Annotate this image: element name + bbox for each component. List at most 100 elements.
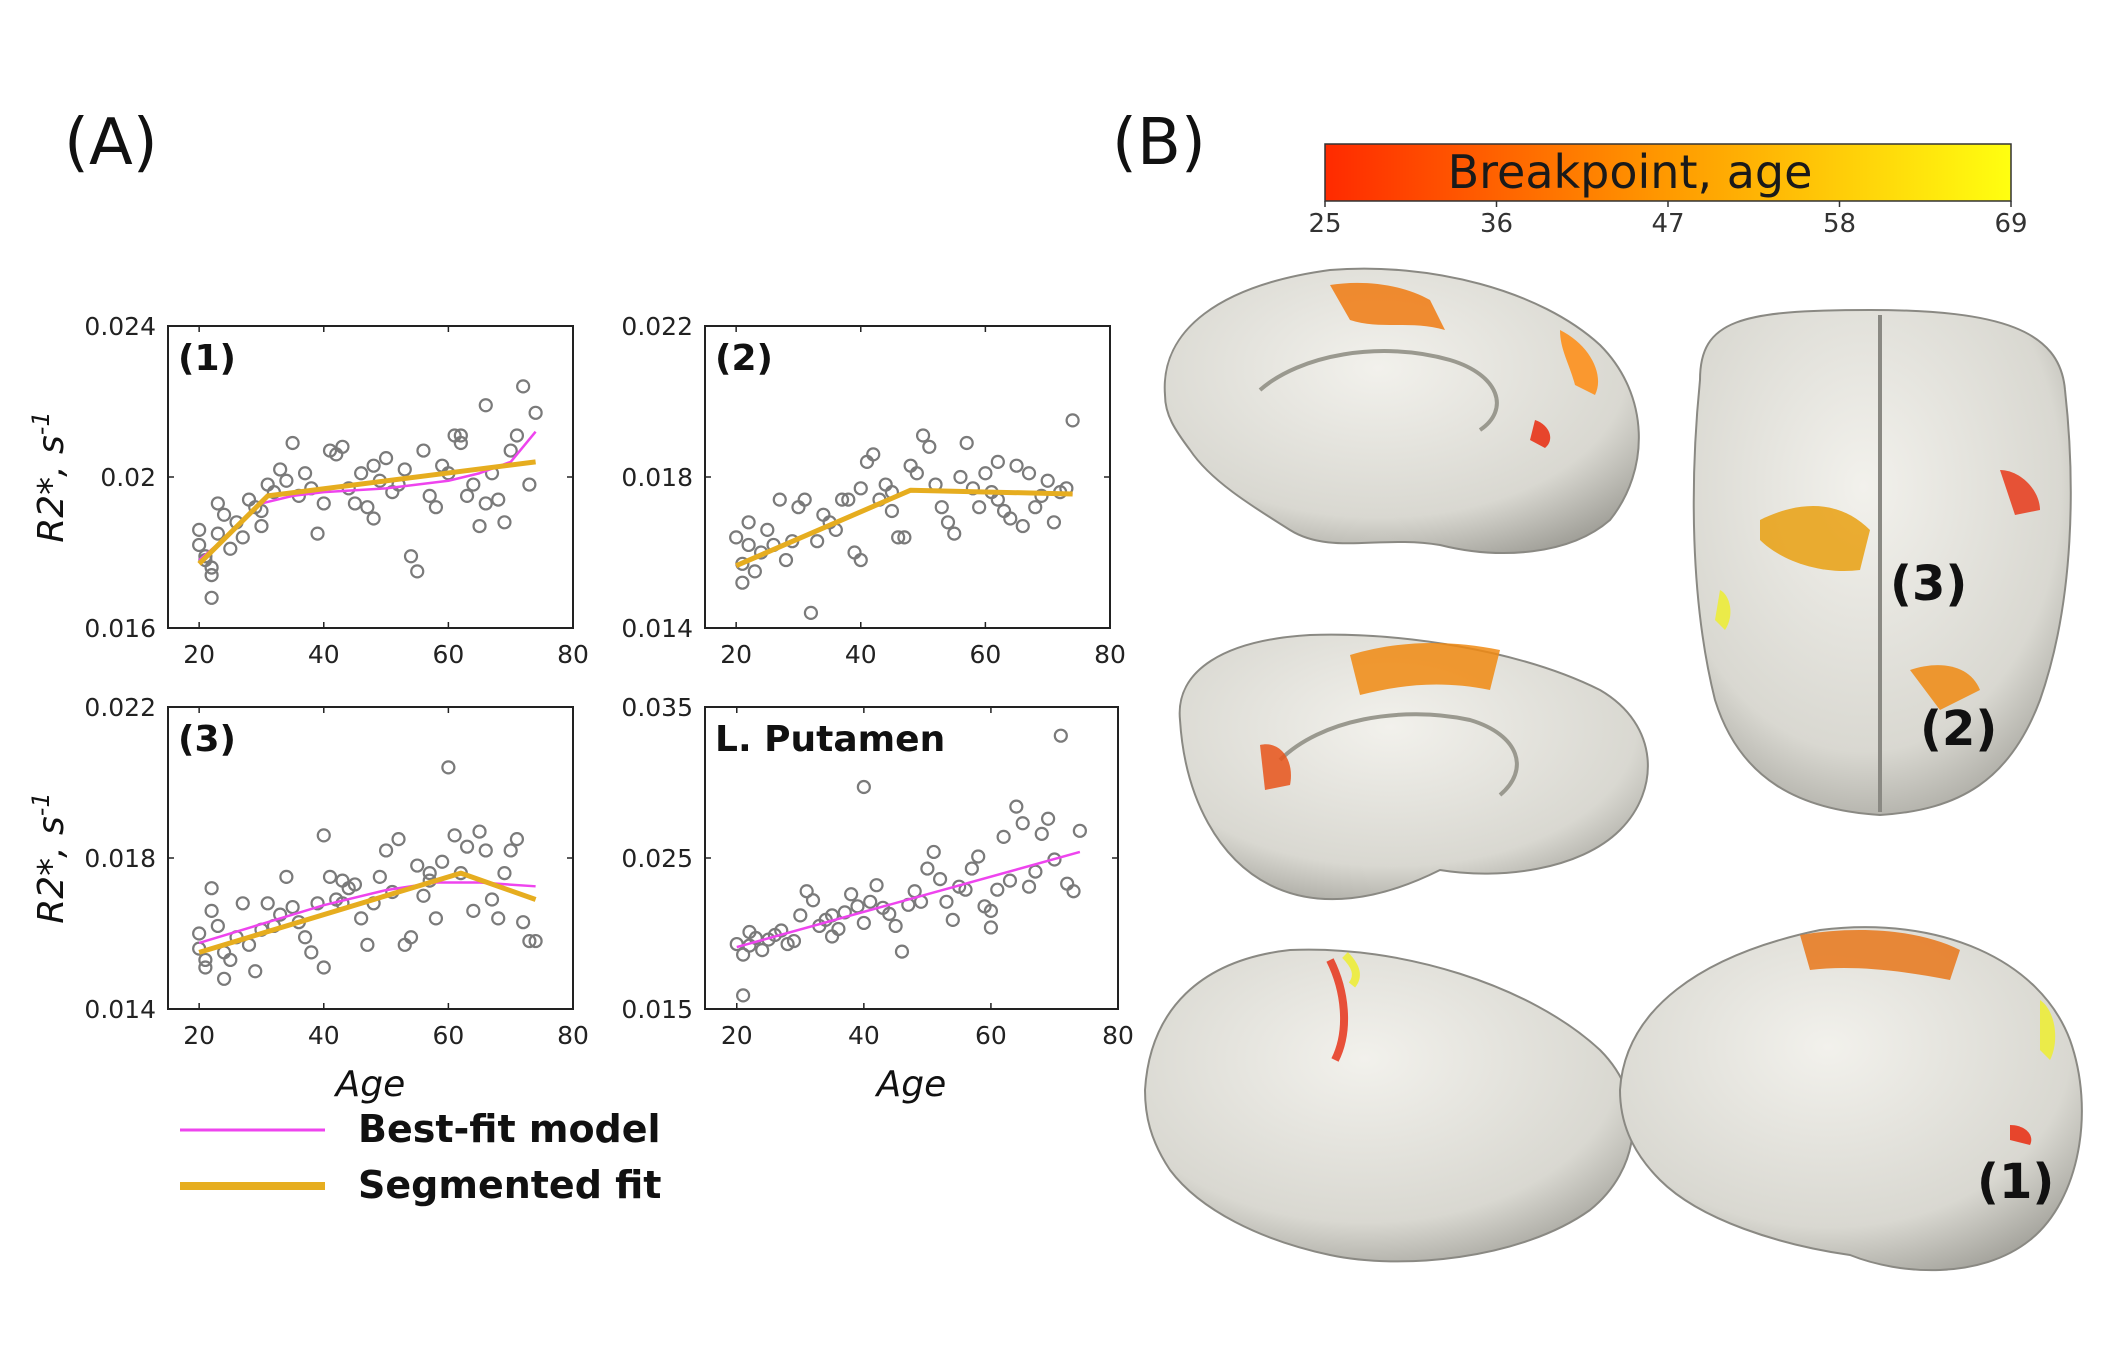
data-point — [192, 537, 207, 553]
data-point — [996, 829, 1011, 844]
data-point — [1002, 873, 1018, 888]
segmented-fit-line — [735, 487, 1073, 569]
data-point — [932, 872, 948, 887]
data-point — [1021, 466, 1037, 481]
data-point — [260, 896, 275, 911]
data-point — [372, 869, 387, 884]
data-point — [1003, 511, 1018, 526]
data-point — [347, 496, 363, 511]
data-point — [322, 869, 338, 884]
legend: Best-fit model Segmented fit — [180, 1107, 661, 1207]
scatter-plots: 20 40 60 80 0.016 0.02 0.024 (1) R2*, s-1 20 40 60 8… — [27, 312, 1134, 1105]
data-point — [947, 526, 962, 541]
data-point — [990, 454, 1005, 469]
panel-b-label: (B) — [1112, 106, 1206, 180]
data-point — [378, 451, 394, 466]
data-point — [204, 568, 219, 583]
data-point — [279, 869, 294, 884]
data-point — [453, 428, 468, 443]
data-point — [853, 481, 868, 496]
y-tick-label: 0.014 — [84, 995, 156, 1024]
data-point — [441, 760, 456, 775]
chart-panel-3: 20 40 60 80 0.014 0.018 0.022 (3) Age R2*, s-1 — [27, 693, 589, 1105]
data-point — [491, 911, 506, 926]
best-fit-line — [198, 881, 536, 945]
panel-a-label: (A) — [64, 106, 158, 180]
data-point — [204, 560, 219, 575]
data-point — [1040, 473, 1055, 488]
data-point — [316, 828, 331, 843]
x-tick-label: 80 — [1102, 1021, 1134, 1050]
chart-panel-1: 20 40 60 80 0.016 0.02 0.024 (1) R2*, s-1 — [27, 312, 589, 669]
data-point — [223, 952, 238, 968]
data-point — [316, 960, 331, 975]
data-point — [953, 469, 968, 485]
colorbar-tick-label: 25 — [1308, 209, 1341, 239]
brain-label-2: (2) — [1920, 701, 1997, 757]
data-point — [273, 462, 288, 477]
data-point — [1021, 879, 1037, 894]
colorbar-tick-label: 36 — [1480, 209, 1513, 239]
data-point — [354, 911, 369, 926]
data-point — [888, 918, 903, 934]
data-point — [285, 435, 300, 451]
data-point — [841, 492, 856, 507]
y-axis-label: R2*, s-1 — [27, 792, 72, 924]
data-point — [391, 832, 406, 847]
data-point — [223, 541, 238, 556]
data-point — [736, 988, 751, 1003]
data-point — [478, 496, 493, 511]
data-point — [1015, 518, 1030, 534]
data-point — [522, 477, 537, 492]
data-point — [497, 865, 512, 881]
colorbar-title: Breakpoint, age — [1448, 145, 1813, 199]
data-point — [428, 911, 444, 926]
plot-title: (1) — [178, 338, 236, 379]
data-point — [354, 466, 369, 481]
data-point — [844, 887, 859, 902]
data-point — [310, 526, 325, 541]
data-point — [934, 500, 949, 515]
data-point — [856, 915, 871, 931]
data-point — [204, 590, 219, 605]
brain-medial-top — [1163, 267, 1640, 554]
y-tick-label: 0.022 — [621, 312, 693, 341]
data-point — [869, 878, 884, 893]
data-point — [882, 906, 897, 921]
data-point — [273, 907, 288, 922]
data-point — [210, 918, 225, 934]
brain-medial-middle — [1178, 633, 1649, 901]
data-point — [939, 894, 954, 909]
data-point — [347, 877, 363, 892]
data-point — [1009, 799, 1024, 814]
data-point — [509, 832, 525, 847]
data-point — [1028, 500, 1043, 515]
data-point — [793, 908, 808, 923]
data-point — [834, 492, 850, 507]
y-tick-label: 0.018 — [621, 463, 693, 492]
data-point — [1034, 826, 1049, 841]
data-point — [803, 605, 819, 621]
data-point — [453, 435, 468, 451]
x-tick-label: 20 — [183, 1021, 215, 1050]
data-point — [516, 379, 531, 394]
y-tick-label: 0.025 — [621, 844, 693, 873]
data-point — [915, 428, 931, 443]
data-point — [1066, 884, 1081, 899]
data-point — [786, 933, 802, 949]
data-point — [891, 530, 906, 545]
colorbar: Breakpoint, age 25 36 47 58 69 — [1308, 143, 2028, 239]
data-point — [248, 964, 263, 979]
x-tick-label: 80 — [1094, 640, 1126, 669]
brain-dorsal — [1692, 308, 2072, 817]
data-point — [1065, 413, 1080, 428]
data-point — [304, 945, 319, 960]
data-point — [964, 861, 979, 876]
y-axis-label: R2*, s-1 — [27, 411, 72, 543]
x-tick-label: 80 — [557, 1021, 589, 1050]
x-tick-label: 20 — [183, 640, 215, 669]
data-point — [478, 843, 493, 858]
data-point — [747, 564, 762, 579]
data-point — [965, 481, 981, 496]
